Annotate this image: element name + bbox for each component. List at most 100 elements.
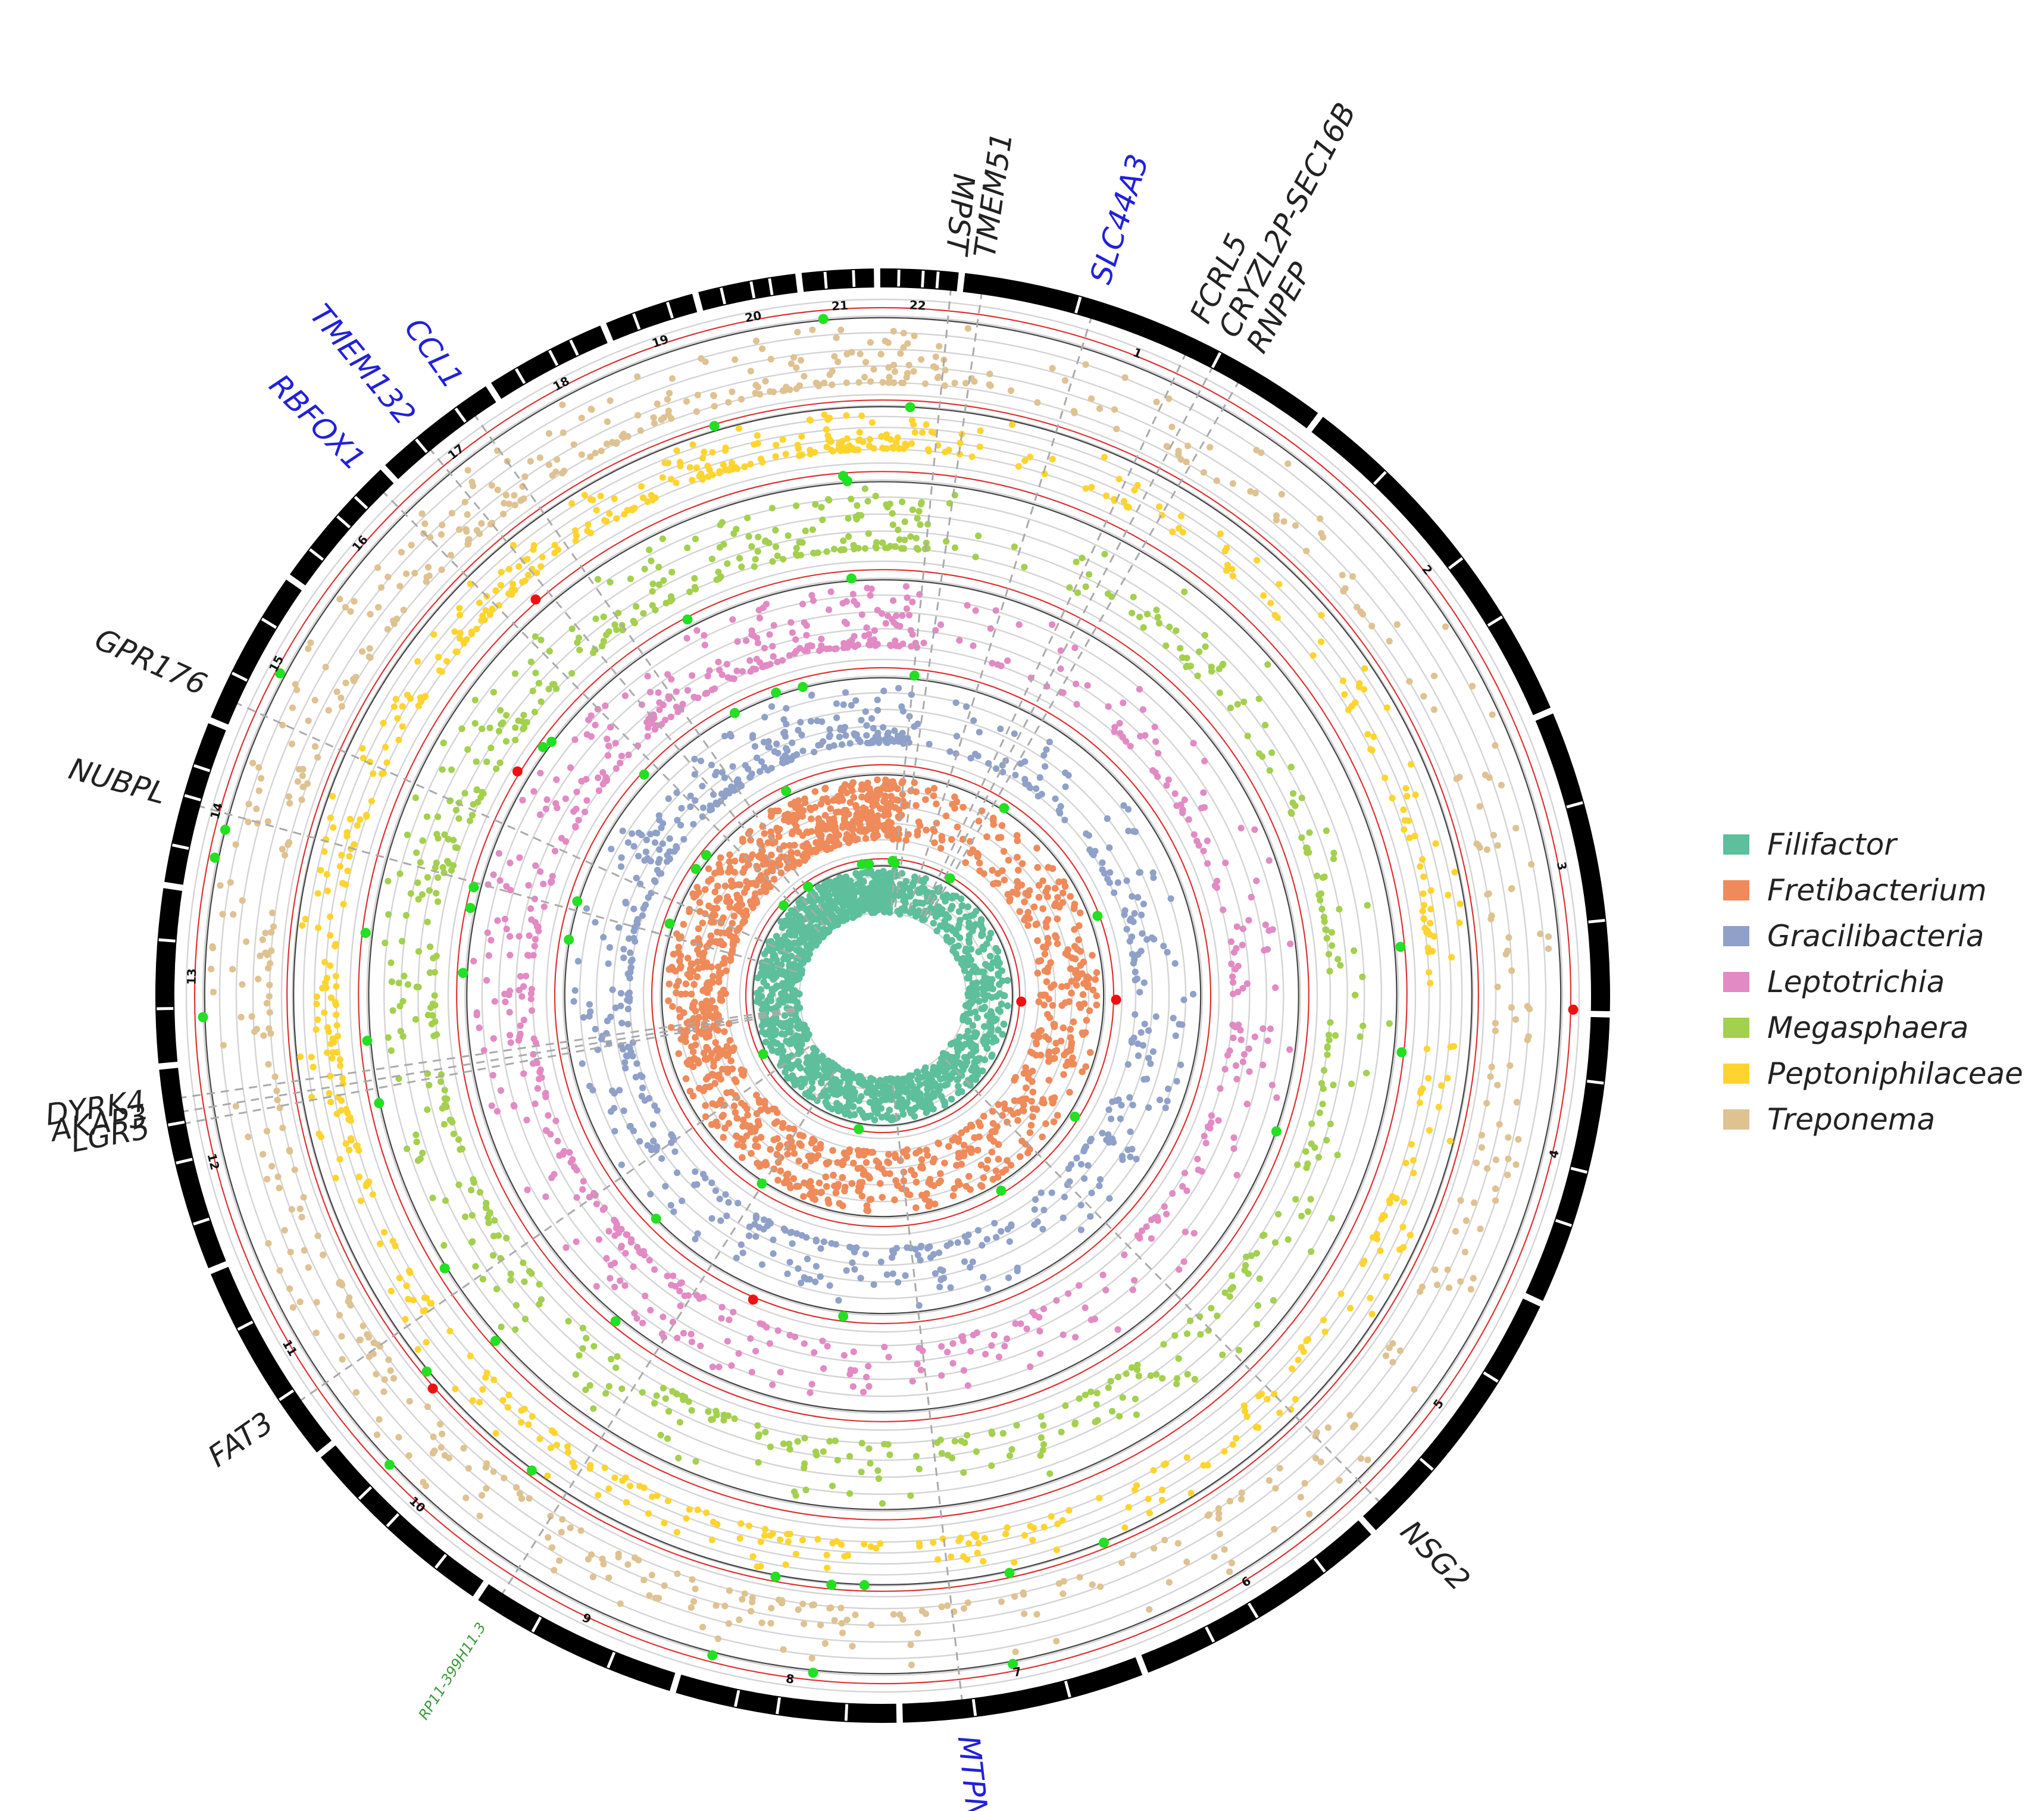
data-point (692, 1168, 699, 1175)
data-point (1115, 476, 1123, 483)
data-point (680, 921, 687, 928)
data-point (1018, 860, 1026, 867)
data-point (1033, 785, 1040, 792)
data-point (611, 621, 618, 628)
data-point (962, 945, 970, 953)
data-point (912, 1178, 920, 1186)
data-point (904, 1190, 911, 1198)
data-point (473, 1009, 480, 1016)
data-point (717, 990, 724, 997)
data-point (1068, 1161, 1075, 1168)
data-point (336, 863, 344, 870)
data-point (771, 748, 778, 755)
data-point (774, 1177, 782, 1184)
data-point (1059, 899, 1067, 906)
data-point (730, 1044, 737, 1052)
data-point (945, 1452, 952, 1459)
data-point (1111, 889, 1118, 896)
data-point (907, 533, 914, 540)
data-point (630, 905, 637, 912)
data-point (720, 1049, 728, 1056)
data-point (795, 828, 802, 836)
data-point (864, 903, 872, 910)
data-point (894, 1102, 902, 1109)
data-point (606, 510, 613, 517)
data-point (727, 733, 735, 740)
data-point (1044, 934, 1052, 942)
data-point (820, 1365, 827, 1372)
data-point (948, 836, 955, 843)
data-point (1114, 1326, 1121, 1333)
data-point (1164, 1097, 1171, 1105)
data-point (811, 1074, 818, 1081)
data-point (752, 1136, 760, 1143)
data-point (985, 760, 992, 767)
data-point (385, 911, 392, 918)
data-point (848, 836, 855, 843)
data-point (542, 1090, 549, 1097)
data-point (1190, 831, 1198, 838)
data-point (970, 642, 977, 649)
data-point (688, 1407, 695, 1414)
data-point (792, 1492, 799, 1499)
data-point (468, 1212, 476, 1219)
data-point (711, 1080, 719, 1087)
data-point (912, 639, 919, 647)
data-point (930, 1251, 937, 1258)
data-point (576, 1352, 583, 1359)
data-point (565, 1318, 572, 1325)
data-point (530, 788, 537, 795)
data-point (1230, 1145, 1237, 1152)
data-point (1221, 1066, 1229, 1073)
data-point (759, 664, 766, 671)
data-point (717, 868, 725, 876)
data-point (900, 892, 907, 899)
data-point (530, 1035, 537, 1042)
data-point (621, 1059, 629, 1066)
data-point (860, 1080, 868, 1087)
data-point (1320, 1316, 1327, 1324)
data-point (912, 912, 920, 920)
data-point (860, 1112, 867, 1119)
data-point (716, 1196, 723, 1203)
data-point (702, 1102, 709, 1109)
data-point (800, 1193, 807, 1200)
data-point (934, 1070, 942, 1077)
data-point (496, 759, 504, 767)
data-point (1417, 863, 1424, 870)
data-point (1215, 1117, 1222, 1124)
data-point (1057, 665, 1064, 673)
data-point (981, 1003, 988, 1011)
data-point (798, 731, 805, 739)
data-point (476, 1024, 483, 1031)
data-point (1409, 1157, 1417, 1164)
data-point (842, 732, 849, 739)
data-point (1420, 873, 1427, 880)
data-point (487, 937, 495, 944)
data-point (1030, 903, 1038, 911)
data-point (339, 1075, 346, 1082)
data-point (917, 1366, 924, 1374)
data-point (1111, 728, 1118, 736)
data-point (628, 1236, 635, 1243)
data-point (1139, 1041, 1146, 1049)
data-point (1315, 1153, 1322, 1161)
data-point (680, 1330, 687, 1337)
data-point (892, 1151, 899, 1158)
data-point (1295, 1356, 1302, 1363)
data-point (1251, 826, 1258, 833)
data-point (1298, 834, 1305, 842)
data-point (633, 1060, 640, 1067)
data-point (430, 1033, 437, 1040)
data-point (767, 1443, 774, 1450)
data-point (1008, 1446, 1015, 1453)
data-point (820, 1074, 827, 1081)
data-point (853, 731, 860, 738)
data-point (796, 903, 804, 910)
data-point (887, 793, 895, 800)
data-point (743, 912, 750, 919)
data-point (317, 867, 324, 874)
data-point (665, 997, 672, 1005)
data-point (791, 650, 798, 657)
data-point (1136, 686, 1143, 693)
